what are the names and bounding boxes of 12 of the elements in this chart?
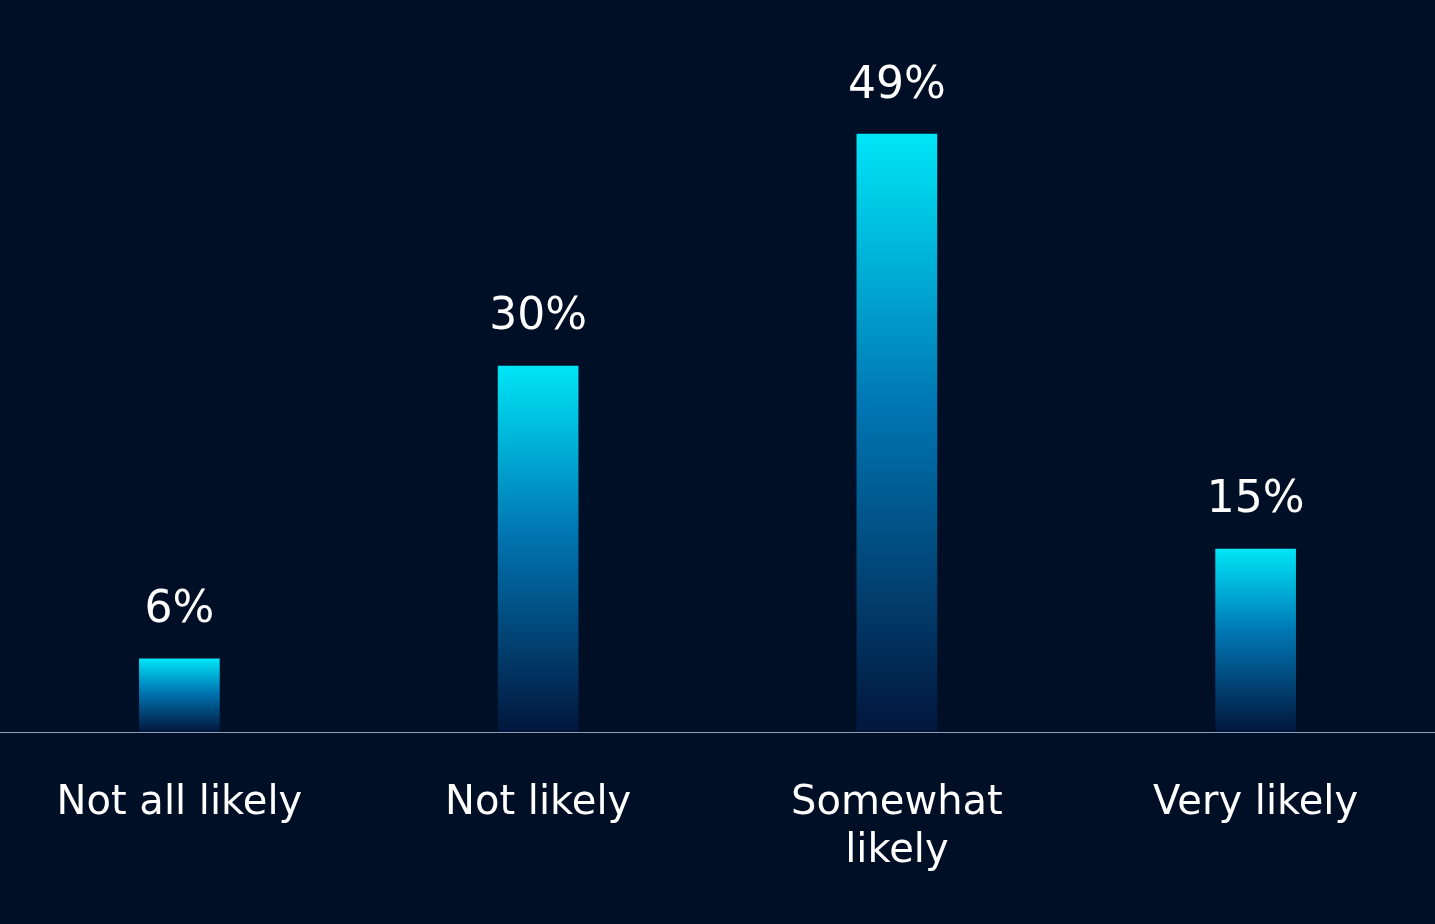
data-label: 6%: [144, 581, 215, 633]
data-label: 30%: [489, 288, 588, 340]
data-label: 15%: [1206, 471, 1305, 523]
bar: [1215, 548, 1296, 732]
bar: [139, 658, 220, 732]
bar: [856, 133, 938, 732]
x-tick-label: Very likely: [1153, 777, 1359, 824]
data-label: 49%: [847, 56, 946, 108]
x-tick-label: Somewhat likely: [791, 777, 1003, 872]
bar: [497, 365, 579, 732]
x-tick-label: Not all likely: [56, 777, 303, 824]
x-tick-label: Not likely: [445, 777, 632, 824]
